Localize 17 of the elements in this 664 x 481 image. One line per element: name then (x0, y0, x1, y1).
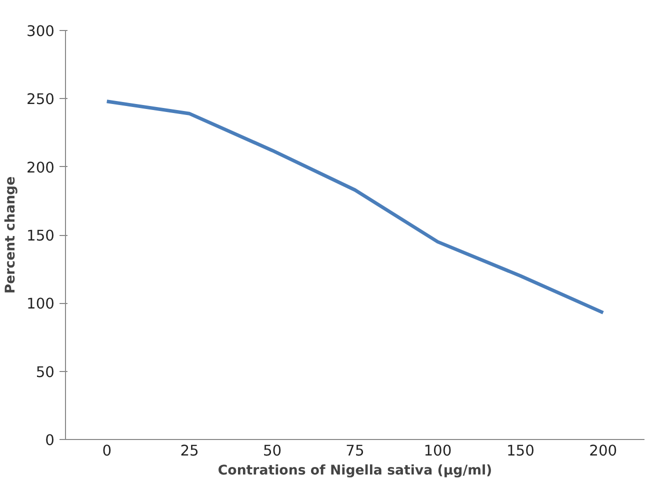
x-axis-title: Contrations of Nigella sativa (µg/ml) (218, 464, 492, 478)
y-tick-label: 100 (26, 296, 55, 313)
y-tick-label: 0 (45, 432, 55, 449)
x-tick-label: 75 (346, 442, 364, 460)
x-tick-label: 200 (589, 442, 618, 460)
y-tick-label: 200 (26, 159, 55, 176)
y-tick-label: 250 (26, 91, 55, 108)
y-axis-title: Percent change (4, 176, 19, 294)
x-tick-label: 100 (424, 442, 452, 460)
y-tick-label: 300 (26, 23, 55, 40)
x-tick-label: 25 (180, 442, 199, 460)
x-tick-label: 0 (102, 442, 112, 460)
y-tick-label: 50 (36, 364, 55, 381)
x-tick-label: 150 (506, 442, 534, 460)
x-tick-label: 50 (262, 442, 282, 460)
line-series (105, 100, 605, 314)
y-tick-label: 150 (26, 228, 55, 244)
